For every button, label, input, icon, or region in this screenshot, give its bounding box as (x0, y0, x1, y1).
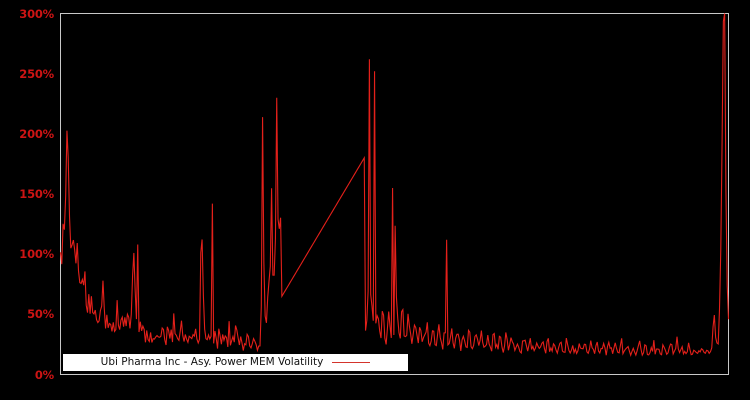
y-tick-label: 300% (19, 6, 54, 21)
series-line-ubi-pharma-volatility (59, 13, 730, 358)
series-group (59, 13, 730, 358)
legend-line-swatch (332, 362, 371, 363)
y-tick-label: 250% (19, 66, 54, 81)
y-tick-label: 200% (19, 126, 54, 141)
y-tick-label: 50% (27, 307, 54, 322)
chart-legend: Ubi Pharma Inc - Asy. Power MEM Volatili… (63, 354, 408, 371)
y-tick-label: 100% (19, 247, 54, 262)
legend-label: Ubi Pharma Inc - Asy. Power MEM Volatili… (100, 356, 324, 369)
y-axis-tick-labels: 0% 50% 100% 150% 200% 250% 300% (0, 0, 54, 400)
y-tick-label: 150% (19, 187, 54, 201)
y-tick-label: 0% (34, 367, 54, 382)
plot-frame-border (60, 13, 729, 375)
